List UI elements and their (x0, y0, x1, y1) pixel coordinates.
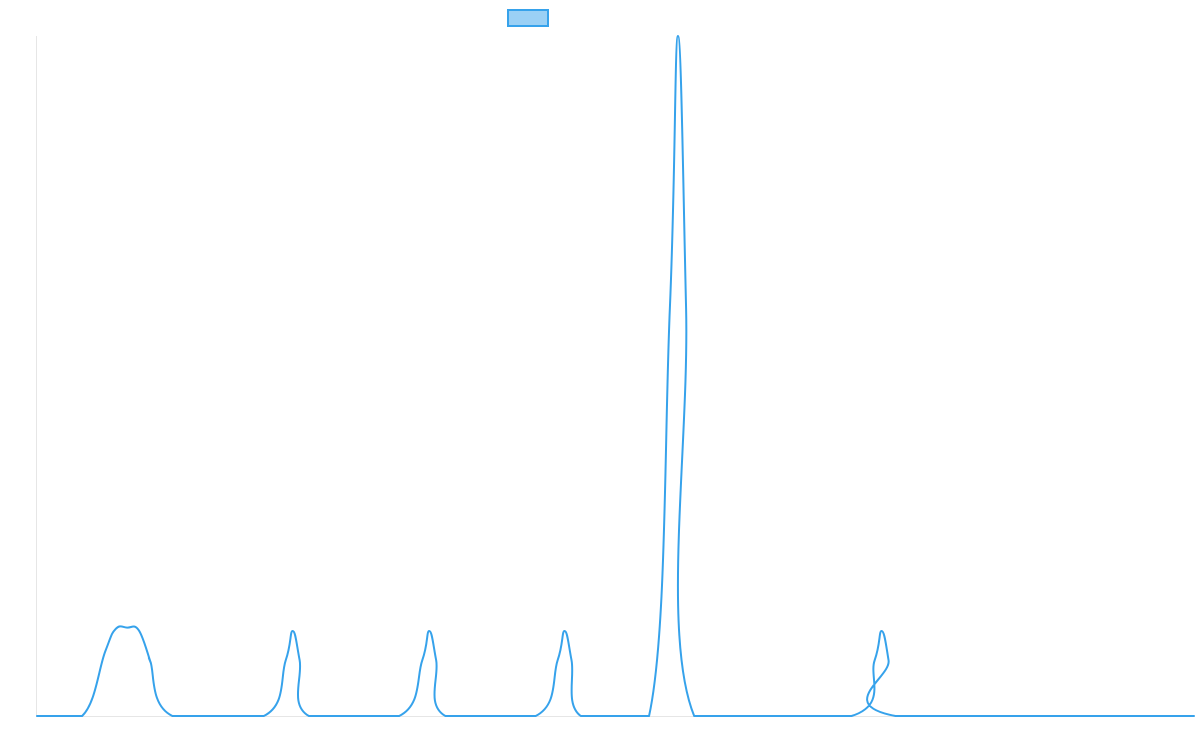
legend-swatch[interactable] (507, 9, 549, 27)
series-layer (36, 35, 1195, 718)
series-line-0[interactable] (36, 35, 1195, 718)
